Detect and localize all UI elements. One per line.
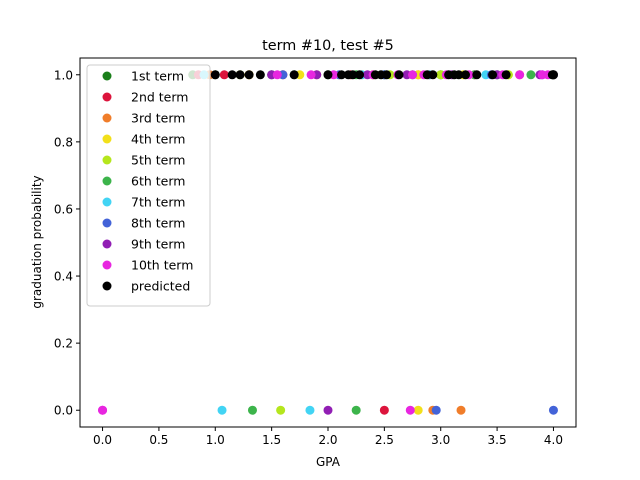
data-point <box>255 70 265 80</box>
x-axis-label: GPA <box>316 455 341 469</box>
data-point <box>227 70 237 80</box>
legend-marker <box>102 71 112 81</box>
x-tick-label: 2.0 <box>318 433 337 447</box>
y-tick-label: 0.0 <box>54 404 73 418</box>
y-tick-label: 1.0 <box>54 68 73 82</box>
legend-label: 10th term <box>131 258 193 273</box>
data-point <box>306 70 316 80</box>
data-point <box>355 70 365 80</box>
data-point <box>454 70 464 80</box>
data-point <box>272 70 282 80</box>
legend-label: 2nd term <box>131 90 188 105</box>
legend-marker <box>102 218 112 228</box>
legend-label: 5th term <box>131 153 185 168</box>
data-point <box>337 70 347 80</box>
data-point <box>382 70 392 80</box>
data-point <box>219 70 229 80</box>
data-point <box>526 70 536 80</box>
legend-marker <box>102 176 112 186</box>
x-tick-label: 1.0 <box>206 433 225 447</box>
data-point <box>405 405 415 415</box>
x-tick-label: 4.0 <box>544 433 563 447</box>
legend-marker <box>102 92 112 102</box>
legend-marker <box>102 281 112 291</box>
data-point <box>351 405 361 415</box>
data-point <box>488 70 498 80</box>
data-point <box>413 405 423 415</box>
data-point <box>408 70 418 80</box>
data-point <box>431 405 441 415</box>
data-point <box>323 70 333 80</box>
legend-marker <box>102 260 112 270</box>
data-point <box>456 405 466 415</box>
data-point <box>323 405 333 415</box>
y-tick-label: 0.2 <box>54 337 73 351</box>
data-point <box>548 405 558 415</box>
data-point <box>244 70 254 80</box>
legend-marker <box>102 197 112 207</box>
x-tick-label: 3.0 <box>431 433 450 447</box>
x-tick-label: 2.5 <box>375 433 394 447</box>
data-point <box>394 70 404 80</box>
x-tick-label: 3.5 <box>488 433 507 447</box>
data-point <box>305 405 315 415</box>
data-point <box>548 70 558 80</box>
x-tick-label: 0.5 <box>149 433 168 447</box>
plot-area-frame <box>79 57 577 428</box>
data-point <box>98 405 108 415</box>
legend-marker <box>102 113 112 123</box>
legend-label: 4th term <box>131 132 185 147</box>
y-tick-label: 0.8 <box>54 135 73 149</box>
data-point <box>428 70 438 80</box>
data-point <box>501 70 511 80</box>
data-point <box>515 70 525 80</box>
legend-label: 3rd term <box>131 111 185 126</box>
data-point <box>379 405 389 415</box>
data-point <box>235 70 245 80</box>
legend-label: 1st term <box>131 69 184 84</box>
chart-title: term #10, test #5 <box>262 38 394 54</box>
y-axis-label: graduation probability <box>30 175 44 308</box>
legend-label: 6th term <box>131 174 185 189</box>
data-point <box>348 70 358 80</box>
data-point <box>217 405 227 415</box>
legend-label: predicted <box>131 279 190 294</box>
data-point <box>289 70 299 80</box>
data-point <box>276 405 286 415</box>
legend-label: 7th term <box>131 195 185 210</box>
y-tick-label: 0.6 <box>54 202 73 216</box>
legend-label: 8th term <box>131 216 185 231</box>
legend-marker <box>102 134 112 144</box>
data-point <box>472 70 482 80</box>
y-tick-label: 0.4 <box>54 270 73 284</box>
legend-marker <box>102 239 112 249</box>
legend-marker <box>102 155 112 165</box>
x-tick-label: 0.0 <box>93 433 112 447</box>
data-point <box>461 70 471 80</box>
data-point <box>210 70 220 80</box>
x-tick-label: 1.5 <box>262 433 281 447</box>
series-group <box>210 70 558 80</box>
legend-box <box>86 64 211 307</box>
data-point <box>247 405 257 415</box>
legend-label: 9th term <box>131 237 185 252</box>
